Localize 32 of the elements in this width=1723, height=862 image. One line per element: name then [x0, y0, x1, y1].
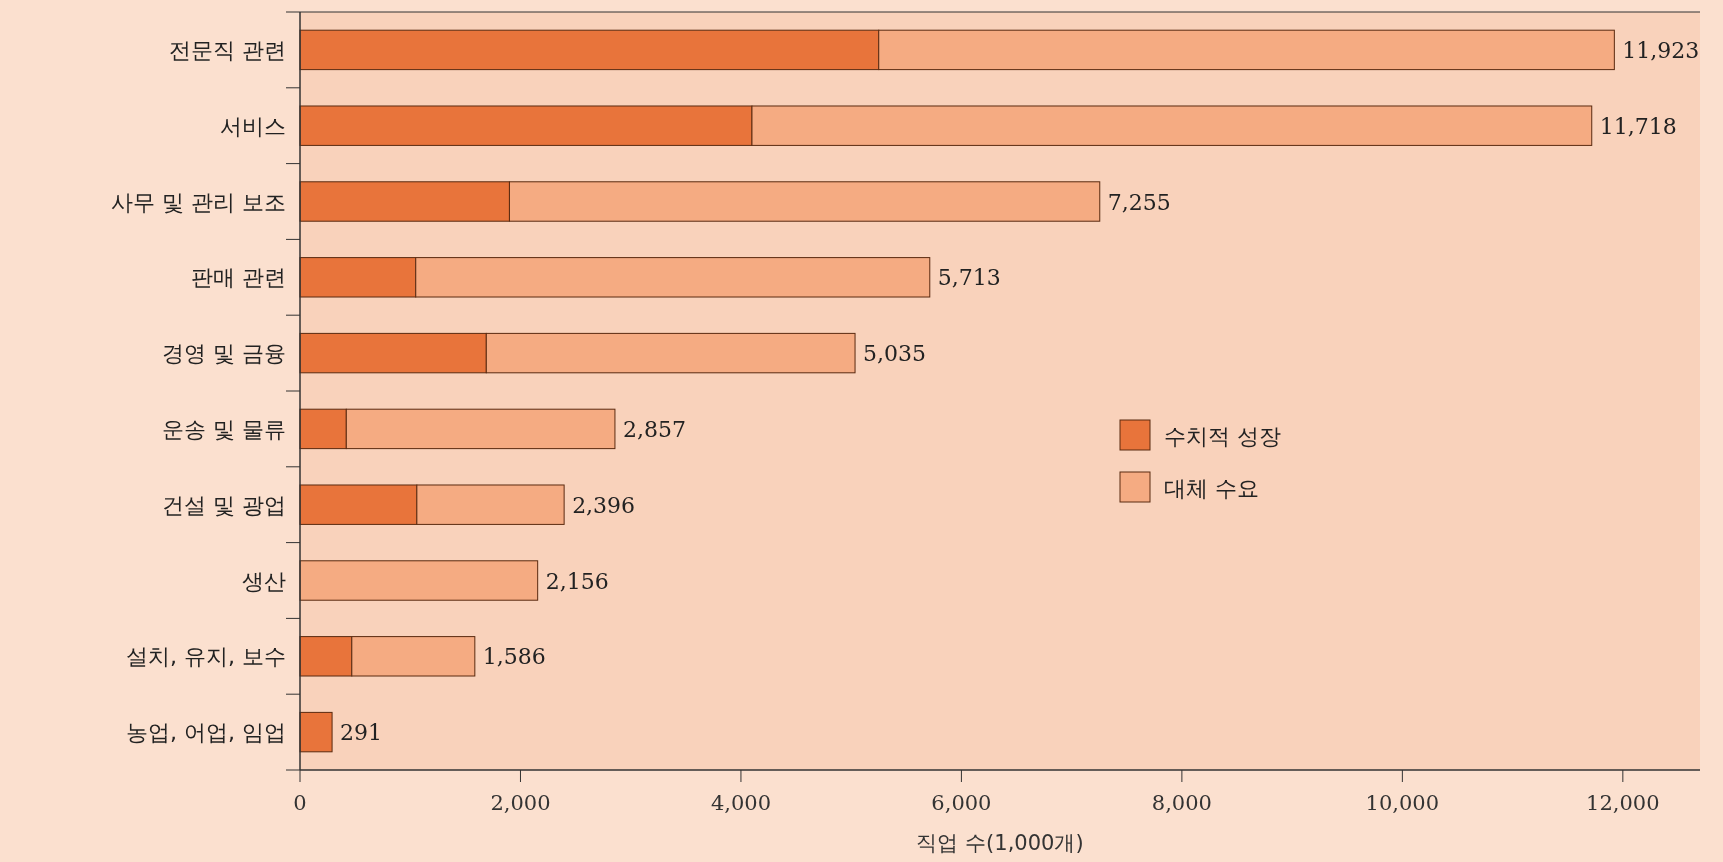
total-label: 5,713 [937, 265, 1001, 291]
total-label: 2,396 [572, 492, 636, 518]
bar [299, 560, 539, 601]
y-tick-label: 사무 및 관리 보조 [111, 189, 286, 215]
x-tick-label: 6,000 [931, 791, 992, 815]
y-tick-label: 건설 및 광업 [162, 492, 286, 518]
total-label: 11,923 [1622, 37, 1700, 63]
x-tick-label: 10,000 [1365, 791, 1440, 815]
x-tick-label: 0 [293, 791, 307, 815]
x-axis-title: 직업 수(1,000개) [916, 831, 1084, 855]
bar [299, 711, 333, 753]
total-label: 1,586 [482, 644, 546, 670]
x-tick-label: 8,000 [1151, 791, 1212, 815]
y-tick-label: 농업, 어업, 임업 [126, 720, 286, 746]
y-tick-label: 생산 [242, 568, 286, 594]
total-label: 2,857 [622, 416, 686, 442]
x-tick-label: 4,000 [710, 791, 772, 815]
legend-label: 대체 수요 [1164, 476, 1259, 501]
y-tick-label: 운송 및 물류 [162, 416, 286, 442]
y-tick-label: 설치, 유지, 보수 [126, 644, 286, 670]
y-tick-label: 전문직 관련 [169, 37, 286, 63]
x-tick-label: 2,000 [490, 791, 551, 815]
total-label: 291 [340, 720, 383, 746]
total-label: 5,035 [863, 341, 927, 367]
total-label: 11,718 [1599, 113, 1677, 139]
legend-label: 수치적 성장 [1164, 424, 1281, 449]
x-tick-label: 12,000 [1586, 791, 1660, 815]
y-tick-label: 판매 관련 [191, 265, 286, 291]
y-tick-label: 경영 및 금융 [162, 341, 286, 367]
total-label: 7,255 [1107, 189, 1171, 215]
total-label: 2,156 [545, 568, 609, 594]
y-tick-label: 서비스 [220, 113, 286, 139]
